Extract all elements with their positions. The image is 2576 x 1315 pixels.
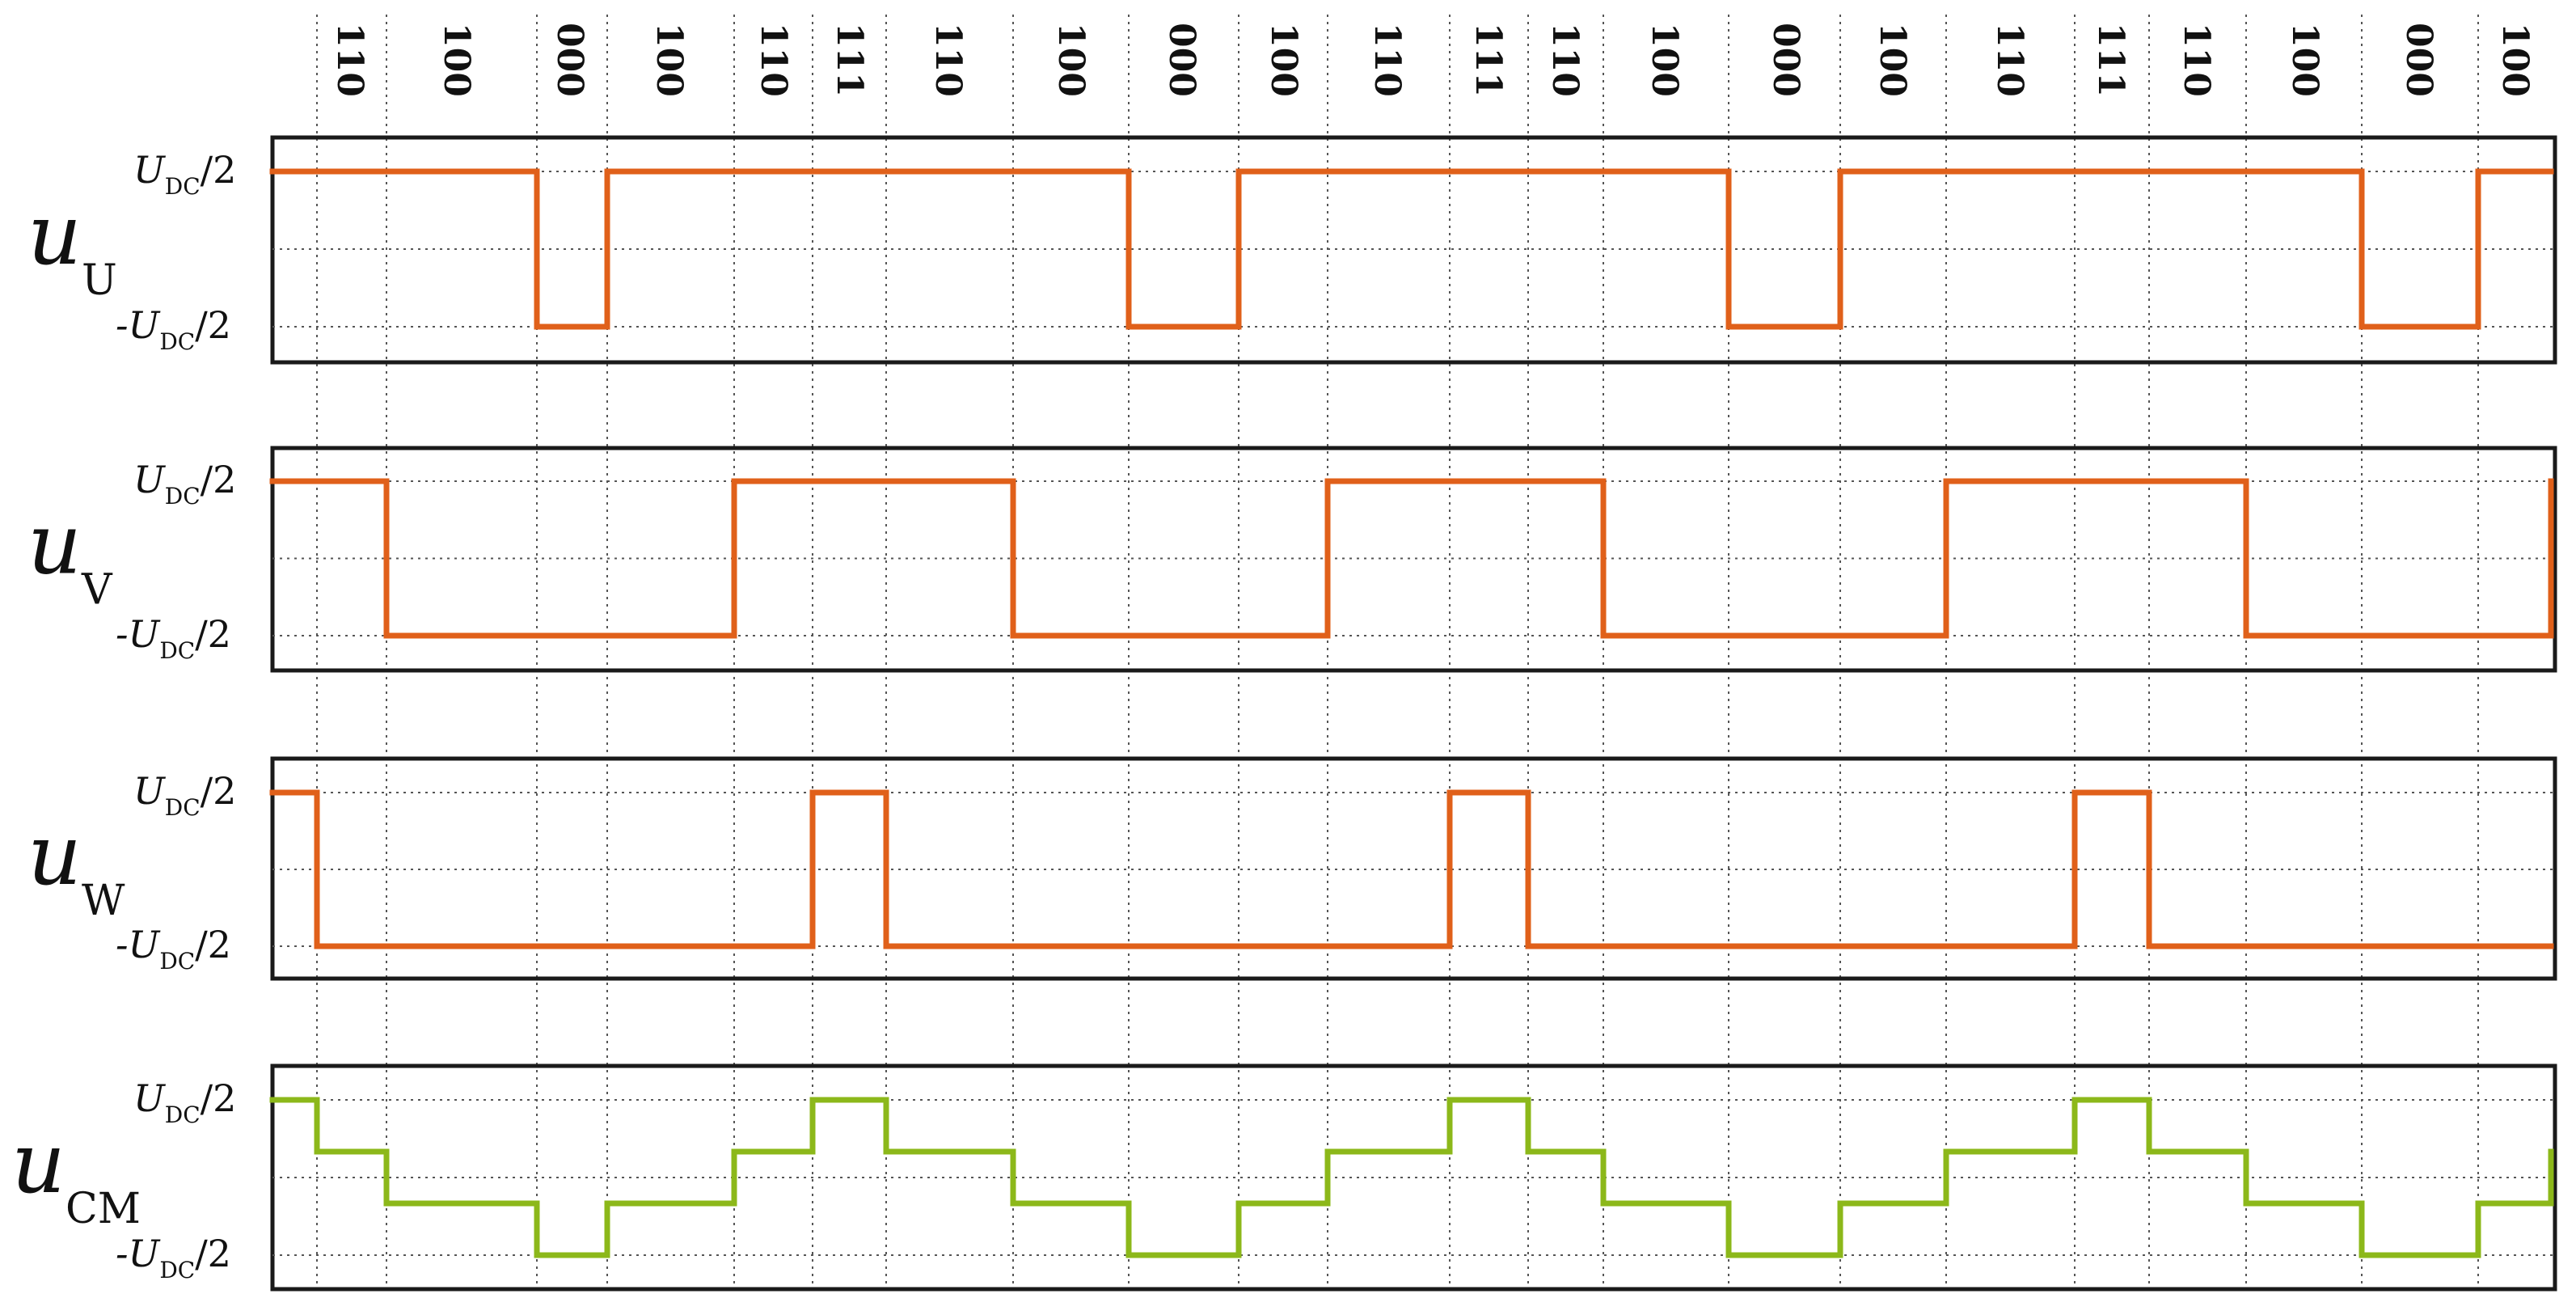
switching-state-label: 110 [1544,23,1586,97]
switching-state-label: 110 [2176,23,2217,97]
waveform-u [269,168,2554,330]
panels: UDC/2-UDC/2uUUDC/2-UDC/2uVUDC/2-UDC/2uWU… [11,135,2557,1292]
switching-state-label: 100 [2284,23,2325,97]
panel-w: UDC/2 -UDC/2uW [27,756,2557,981]
level-label-high: UDC/2 [133,769,236,821]
level-label-high: UDC/2 [133,148,236,200]
switching-state-label: 000 [1161,23,1202,97]
panel-v: UDC/2 -UDC/2uV [27,446,2557,673]
switching-state-label: 100 [2494,23,2536,97]
level-label-high: UDC/2 [133,458,236,510]
signal-label: uCM [11,1114,141,1233]
switching-state-labels: 110 100 000 100 110 111 110 100 000 100 110 111 110 1… [329,23,2536,97]
switching-state-label: 110 [1366,23,1408,97]
vertical-grid [316,15,2479,1294]
level-label-low: -UDC/2 [116,303,231,355]
switching-state-label: 111 [1467,23,1509,97]
switching-state-label: 100 [1050,23,1092,97]
level-label-low: -UDC/2 [116,612,231,664]
signal-label: uW [27,805,125,925]
switching-state-label: 100 [1872,23,1913,97]
switching-state-label: 110 [753,23,794,97]
level-label-low: -UDC/2 [116,1232,231,1283]
switching-state-label: 100 [1263,23,1304,97]
switching-state-label: 000 [549,23,590,97]
switching-state-label: 111 [2090,23,2131,97]
waveform-cm [269,1097,2554,1258]
signal-label: uV [27,495,113,615]
switching-state-label: 000 [2398,23,2439,97]
level-label-low: -UDC/2 [116,923,231,975]
switching-state-label: 110 [927,23,969,97]
waveform-w [269,789,2554,949]
panel-u: UDC/2 -UDC/2uU [27,135,2557,365]
signal-label: uU [27,185,117,305]
switching-state-label: 100 [648,23,690,97]
waveform-v [269,478,2554,639]
switching-state-label: 100 [1644,23,1685,97]
level-label-high: UDC/2 [133,1076,236,1128]
switching-state-label: 100 [436,23,477,97]
switching-state-label: 110 [329,23,370,97]
switching-state-label: 111 [829,23,870,97]
switching-state-label: 000 [1765,23,1806,97]
switching-state-label: 110 [1989,23,2030,97]
